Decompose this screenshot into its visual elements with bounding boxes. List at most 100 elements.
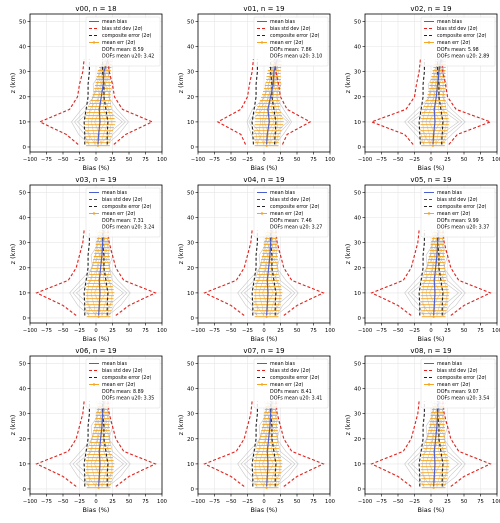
y-axis-label: z (km) xyxy=(344,73,352,94)
y-tick-label: 20 xyxy=(19,266,26,272)
dofs-annotation: DOFs mean: 8.41 xyxy=(270,389,312,395)
mean-bias-line xyxy=(266,59,278,145)
y-tick-label: 0 xyxy=(191,145,195,151)
x-tick-label: 100 xyxy=(325,499,335,505)
legend-box xyxy=(253,187,329,238)
x-tick-label: −100 xyxy=(23,328,37,334)
x-tick-label: 25 xyxy=(444,157,451,163)
y-tick-label: 10 xyxy=(19,291,26,297)
x-tick-label: 0 xyxy=(429,328,432,334)
y-tick-label: 50 xyxy=(354,20,361,26)
y-tick-label: 50 xyxy=(187,191,194,197)
x-tick-label: −100 xyxy=(358,499,372,505)
panel-title: v03, n = 19 xyxy=(75,176,116,184)
legend-label-mean-bias: mean bias xyxy=(102,190,127,196)
mean-err-point xyxy=(265,144,268,147)
mean-bias-line xyxy=(98,230,105,316)
legend-label-mean-bias: mean bias xyxy=(437,361,462,367)
mean-bias-line xyxy=(433,230,440,316)
x-axis-label: Bias (%) xyxy=(251,164,278,172)
x-tick-label: 25 xyxy=(109,157,116,163)
y-tick-label: 50 xyxy=(187,362,194,368)
x-axis-label: Bias (%) xyxy=(418,164,445,172)
y-tick-label: 40 xyxy=(354,387,361,393)
legend-label-mean-err: mean err (2σ) xyxy=(437,40,470,46)
legend-marker-mean-err xyxy=(92,383,96,386)
composite-error-line-lower xyxy=(418,59,425,145)
y-tick-label: 50 xyxy=(19,191,26,197)
chart-panel: −100 −75 −50 −25 0 25 50 75 100 0 10 20 30 40 50 Bias (… xyxy=(177,5,335,172)
x-tick-label: −25 xyxy=(409,499,420,505)
chart-panel: −100 −75 −50 −25 0 25 50 75 100 0 10 20 30 40 50 Bias (… xyxy=(344,176,500,343)
panel-title: v05, n = 19 xyxy=(410,176,451,184)
y-tick-label: 10 xyxy=(19,120,26,126)
composite-error-line-upper xyxy=(437,59,444,145)
bias-std-line-lower xyxy=(370,230,420,316)
x-tick-label: 25 xyxy=(277,157,284,163)
x-tick-label: −75 xyxy=(41,328,52,334)
y-tick-label: 20 xyxy=(19,95,26,101)
dofs-annotation: DOFs mean: 8.89 xyxy=(102,389,144,395)
x-tick-label: 100 xyxy=(157,328,167,334)
x-tick-label: −100 xyxy=(23,499,37,505)
y-tick-label: 30 xyxy=(19,241,26,247)
legend-label-mean-bias: mean bias xyxy=(270,361,295,367)
composite-error-line-upper xyxy=(102,59,109,145)
legend-marker-mean-err xyxy=(427,212,431,215)
mean-bias-line xyxy=(97,58,109,145)
panel-title: v01, n = 19 xyxy=(243,5,284,13)
y-tick-label: 0 xyxy=(191,316,195,322)
x-tick-label: −25 xyxy=(74,328,85,334)
composite-error-line-lower xyxy=(418,401,425,487)
x-tick-label: 25 xyxy=(444,499,451,505)
x-tick-label: 0 xyxy=(262,157,265,163)
legend-label-composite-error: composite error (2σ) xyxy=(437,204,487,210)
dofs-annotation: DOFs mean u20: 2.89 xyxy=(437,54,489,60)
legend-label-bias-std: bias std dev (2σ) xyxy=(437,26,478,32)
x-tick-label: −50 xyxy=(393,328,404,334)
chart-panel: −100 −75 −50 −25 0 25 50 75 100 0 10 20 30 40 50 Bias (… xyxy=(9,5,167,172)
bias-std-line-lower xyxy=(370,59,421,145)
x-tick-label: 75 xyxy=(477,499,484,505)
bias-std-line-upper xyxy=(275,230,325,316)
dofs-annotation: DOFs mean u20: 3.54 xyxy=(437,396,489,402)
chart-panel: −100 −75 −50 −25 0 25 50 75 100 0 10 20 30 40 50 Bias (… xyxy=(177,176,335,343)
y-tick-label: 0 xyxy=(23,316,27,322)
y-tick-label: 40 xyxy=(19,45,26,51)
x-tick-label: −25 xyxy=(409,157,420,163)
y-tick-label: 40 xyxy=(187,45,194,51)
dofs-annotation: DOFs mean u20: 3.41 xyxy=(270,396,322,402)
x-tick-label: 0 xyxy=(262,499,265,505)
x-tick-label: −75 xyxy=(41,499,52,505)
legend-label-mean-bias: mean bias xyxy=(102,361,127,367)
legend-label-composite-error: composite error (2σ) xyxy=(270,204,320,210)
legend-marker-mean-err xyxy=(260,212,264,215)
y-axis-label: z (km) xyxy=(177,73,185,94)
x-tick-label: 50 xyxy=(461,499,468,505)
x-tick-label: 50 xyxy=(294,157,301,163)
x-tick-label: 100 xyxy=(492,328,500,334)
legend-label-composite-error: composite error (2σ) xyxy=(270,375,320,381)
y-tick-label: 0 xyxy=(358,145,362,151)
legend-marker-mean-err xyxy=(427,41,431,44)
mean-err-point xyxy=(432,486,435,489)
y-tick-label: 40 xyxy=(19,216,26,222)
dofs-annotation: DOFs mean: 7.31 xyxy=(102,218,144,224)
dofs-annotation: DOFs mean u20: 3.27 xyxy=(270,225,322,231)
x-tick-label: −75 xyxy=(209,328,220,334)
y-tick-label: 20 xyxy=(19,437,26,443)
x-tick-label: −50 xyxy=(393,499,404,505)
x-axis-label: Bias (%) xyxy=(418,506,445,514)
chart-panel: −100 −75 −50 −25 0 25 50 75 100 0 10 20 30 40 50 Bias (… xyxy=(344,347,500,514)
y-tick-label: 40 xyxy=(187,216,194,222)
x-axis-label: Bias (%) xyxy=(418,335,445,343)
bias-std-line-lower xyxy=(35,230,85,316)
legend-label-composite-error: composite error (2σ) xyxy=(102,204,152,210)
legend-box xyxy=(253,16,329,67)
legend-label-mean-bias: mean bias xyxy=(437,19,462,25)
legend-label-mean-bias: mean bias xyxy=(270,19,295,25)
y-tick-label: 10 xyxy=(187,462,194,468)
y-tick-label: 10 xyxy=(19,462,26,468)
x-axis-label: Bias (%) xyxy=(83,164,110,172)
x-tick-label: 50 xyxy=(126,328,133,334)
